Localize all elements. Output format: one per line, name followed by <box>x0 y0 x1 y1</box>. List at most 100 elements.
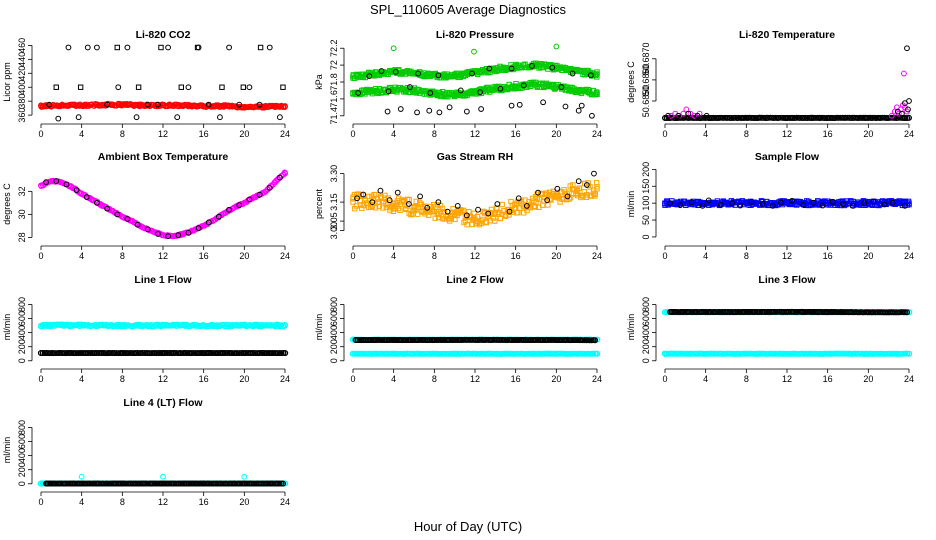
data-point <box>85 350 91 356</box>
panel-title: Ambient Box Temperature <box>98 151 229 163</box>
y-tick-label: 50.6860 <box>641 64 651 97</box>
data-point <box>835 309 842 316</box>
data-point <box>139 224 146 230</box>
x-tick-label: 20 <box>551 251 561 261</box>
data-point <box>273 350 279 356</box>
plot-area <box>350 43 600 119</box>
data-point <box>475 206 481 213</box>
data-point <box>497 85 504 92</box>
data-point <box>426 212 432 218</box>
data-point <box>144 101 151 108</box>
data-point <box>824 350 831 357</box>
data-point <box>386 197 393 204</box>
data-point <box>492 218 498 224</box>
data-point <box>55 115 62 122</box>
y-tick-label: 71.6 <box>329 90 339 108</box>
data-point <box>88 322 95 329</box>
data-point <box>407 337 414 343</box>
data-point <box>185 229 192 236</box>
data-point <box>577 337 584 344</box>
data-point <box>219 84 225 90</box>
data-point <box>85 323 91 329</box>
y-axis-label: degrees C <box>626 61 636 103</box>
data-point <box>241 199 248 206</box>
x-tick-label: 12 <box>158 497 168 507</box>
data-point <box>390 86 397 93</box>
series-3 <box>384 101 595 119</box>
data-point <box>471 210 477 217</box>
data-point <box>160 322 166 329</box>
x-tick-label: 4 <box>79 251 84 261</box>
data-point <box>43 179 49 186</box>
data-point <box>415 70 421 77</box>
data-point <box>784 200 790 206</box>
x-tick-label: 4 <box>79 129 84 139</box>
data-point <box>819 202 826 209</box>
data-point <box>855 309 862 316</box>
data-point <box>151 350 158 356</box>
panel-title: Li-820 CO2 <box>136 29 191 41</box>
y-tick-label: 600 <box>641 311 651 326</box>
data-point <box>710 350 717 357</box>
y-tick-label: 400 <box>641 325 651 340</box>
data-point <box>702 309 709 315</box>
x-tick-label: 16 <box>199 251 209 261</box>
data-point <box>354 195 360 202</box>
data-point <box>51 102 58 109</box>
data-point <box>257 44 264 51</box>
data-point <box>74 350 81 356</box>
data-point <box>380 205 386 211</box>
data-point <box>392 68 399 75</box>
data-point <box>178 84 185 90</box>
data-point <box>175 232 182 238</box>
data-point <box>372 205 379 211</box>
data-point <box>718 114 724 121</box>
data-point <box>798 350 805 357</box>
x-tick-label: 0 <box>38 129 43 139</box>
x-tick-label: 4 <box>703 251 708 261</box>
data-point <box>216 213 222 220</box>
data-point <box>62 350 69 357</box>
data-point <box>565 350 572 357</box>
x-tick-label: 20 <box>239 497 249 507</box>
data-point <box>729 200 735 207</box>
y-tick-label: 380 <box>17 94 27 109</box>
data-point <box>553 193 560 200</box>
data-point <box>594 186 600 192</box>
data-point <box>800 201 807 208</box>
data-point <box>544 350 551 357</box>
x-tick-label: 8 <box>744 129 749 139</box>
x-tick-label: 4 <box>391 129 396 139</box>
data-point <box>167 102 174 109</box>
x-tick-label: 0 <box>350 251 355 261</box>
data-point <box>360 191 367 198</box>
data-point <box>350 73 356 79</box>
data-point <box>687 309 694 315</box>
data-point <box>667 309 673 315</box>
data-point <box>176 102 183 108</box>
data-point <box>540 99 547 106</box>
data-point <box>575 107 582 114</box>
data-point <box>397 207 403 214</box>
data-point <box>804 115 810 121</box>
data-point <box>153 350 160 357</box>
data-point <box>671 200 677 206</box>
data-point <box>743 309 750 315</box>
y-tick-label: 400 <box>17 325 27 340</box>
x-tick-label: 0 <box>350 374 355 384</box>
data-point <box>737 202 744 209</box>
data-point <box>397 106 404 112</box>
series-4 <box>390 43 560 55</box>
series-1 <box>350 79 600 100</box>
data-point <box>861 200 868 207</box>
data-point <box>905 106 911 113</box>
data-point <box>471 48 477 55</box>
data-point <box>217 114 223 121</box>
x-tick-label: 8 <box>120 374 125 384</box>
data-point <box>269 350 276 356</box>
data-point <box>210 217 217 224</box>
data-point <box>416 337 423 343</box>
series-0 <box>350 60 600 81</box>
